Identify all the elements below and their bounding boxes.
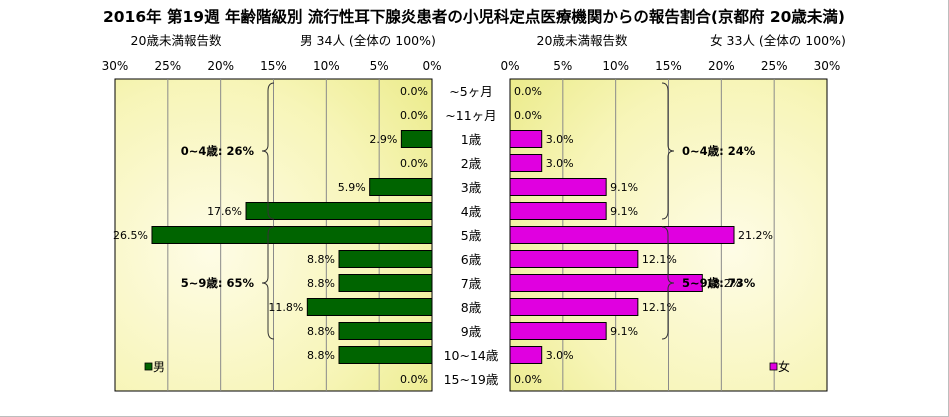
left-subtitle: 20歳未満報告数 [131, 33, 222, 48]
category-label: 3歳 [461, 180, 482, 195]
right-tick-label: 20% [708, 59, 735, 73]
left-tick-label: 30% [102, 59, 129, 73]
category-label: 4歳 [461, 204, 482, 219]
left-group-bracket [261, 82, 275, 220]
male-bar [306, 298, 433, 316]
category-label: 10~14歳 [444, 348, 499, 363]
male-data-label: 5.9% [338, 181, 366, 194]
left-group-label: 5~9歳: 65% [181, 276, 255, 290]
female-data-label: 18.2% [706, 277, 741, 290]
female-data-label: 12.1% [642, 253, 677, 266]
male-data-label: 11.8% [268, 301, 303, 314]
legend-female-label: 女 [778, 359, 790, 374]
right-group-label: 0~4歳: 24% [682, 144, 756, 158]
category-label: ~11ヶ月 [445, 108, 496, 123]
male-data-label: 8.8% [307, 325, 335, 338]
right-header: 女 33人 (全体の 100%) [710, 33, 846, 48]
group-brackets: 0~4歳: 26% 5~9歳: 65% 0~4歳: 24% 5~9歳: 73% [181, 82, 756, 340]
male-bar [245, 202, 433, 220]
male-data-label: 0.0% [400, 373, 428, 386]
female-bar [509, 250, 639, 268]
male-data-label: 0.0% [400, 85, 428, 98]
category-label: 2歳 [461, 156, 482, 171]
left-tick-label: 20% [207, 59, 234, 73]
male-bar [338, 250, 433, 268]
category-labels: ~5ヶ月 ~11ヶ月 1歳 2歳 3歳 4歳 5歳 6歳 7歳 8歳 9歳 10~14歳 15~19歳 [444, 84, 499, 387]
male-data-label: 17.6% [207, 205, 242, 218]
chart-title: 2016年 第19週 年齢階級別 流行性耳下腺炎患者の小児科定点医療機関からの報… [103, 7, 845, 26]
female-bar [509, 346, 543, 364]
category-label: ~5ヶ月 [449, 84, 492, 99]
category-label: 6歳 [461, 252, 482, 267]
female-bar [509, 298, 639, 316]
female-bar [509, 274, 703, 292]
male-data-label: 8.8% [307, 349, 335, 362]
male-data-label: 0.0% [400, 109, 428, 122]
male-data-label: 0.0% [400, 157, 428, 170]
male-data-label: 8.8% [307, 277, 335, 290]
right-group-label: 5~9歳: 73% [682, 276, 756, 290]
female-data-label: 0.0% [514, 109, 542, 122]
female-data-label: 21.2% [738, 229, 773, 242]
right-tick-label: 30% [814, 59, 841, 73]
category-label: 15~19歳 [444, 372, 499, 387]
female-data-label: 0.0% [514, 373, 542, 386]
legend-male-label: 男 [153, 360, 165, 374]
male-bar [151, 226, 433, 244]
female-bar [509, 202, 607, 220]
female-bar [509, 322, 607, 340]
right-tick-label: 10% [602, 59, 629, 73]
left-tick-label: 0% [422, 59, 441, 73]
category-label: 9歳 [461, 324, 482, 339]
female-data-label: 9.1% [610, 205, 638, 218]
male-data-label: 26.5% [113, 229, 148, 242]
axis-ticks: 30% 25% 20% 15% 10% 5% 0% 0% 5% 10% 15% 20% 25% 30% [102, 59, 841, 73]
male-data-label: 8.8% [307, 253, 335, 266]
male-bar [338, 322, 433, 340]
legend-female-swatch [769, 362, 778, 371]
female-data-label: 0.0% [514, 85, 542, 98]
female-bar [509, 130, 543, 148]
female-data-label: 12.1% [642, 301, 677, 314]
male-bar [400, 130, 433, 148]
left-tick-label: 5% [370, 59, 389, 73]
left-tick-label: 10% [313, 59, 340, 73]
right-subtitle: 20歳未満報告数 [537, 33, 628, 48]
legend-male-swatch [144, 362, 153, 371]
right-tick-label: 25% [761, 59, 788, 73]
left-group-bracket [261, 226, 275, 340]
left-tick-label: 15% [260, 59, 287, 73]
female-data-label: 9.1% [610, 325, 638, 338]
right-group-bracket [661, 226, 675, 340]
male-bar [338, 346, 433, 364]
right-tick-label: 15% [655, 59, 682, 73]
left-header: 男 34人 (全体の 100%) [300, 33, 436, 48]
female-bar [509, 226, 735, 244]
female-data-label: 9.1% [610, 181, 638, 194]
male-data-label: 2.9% [369, 133, 397, 146]
male-bar [338, 274, 433, 292]
left-tick-label: 25% [154, 59, 181, 73]
category-label: 8歳 [461, 300, 482, 315]
category-label: 1歳 [461, 132, 482, 147]
female-bar [509, 154, 543, 172]
male-bar [369, 178, 433, 196]
category-label: 7歳 [461, 276, 482, 291]
female-data-label: 3.0% [546, 133, 574, 146]
data-labels: 0.0% 0.0%0.0% 0.0%2.9% 3.0%0.0% 3.0%5.9% 9.1%… [113, 85, 773, 386]
left-group-label: 0~4歳: 26% [181, 144, 255, 158]
bars [151, 130, 735, 364]
right-tick-label: 0% [500, 59, 519, 73]
female-bar [509, 178, 607, 196]
right-tick-label: 5% [553, 59, 572, 73]
right-group-bracket [661, 82, 675, 220]
category-label: 5歳 [461, 228, 482, 243]
female-data-label: 3.0% [546, 157, 574, 170]
female-data-label: 3.0% [546, 349, 574, 362]
